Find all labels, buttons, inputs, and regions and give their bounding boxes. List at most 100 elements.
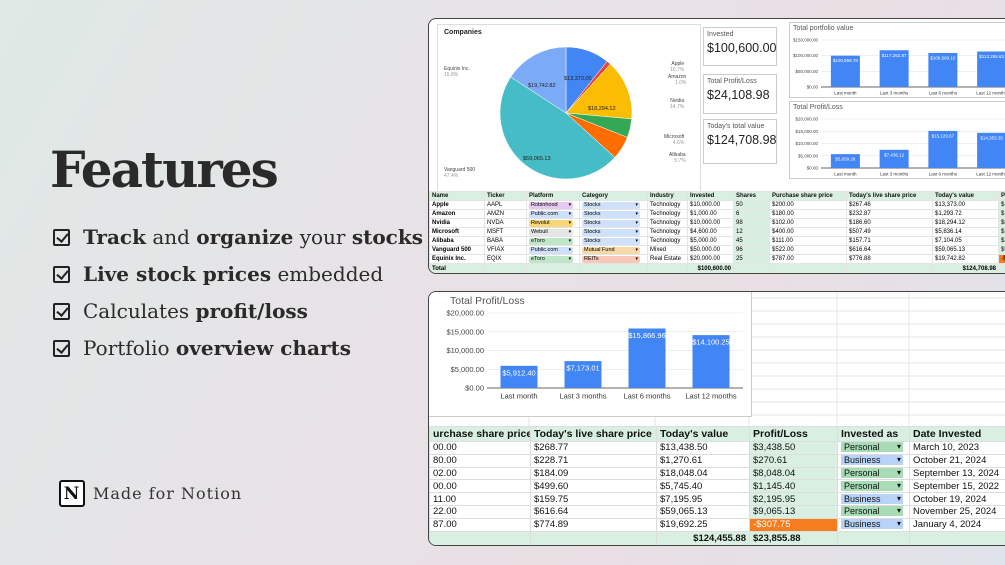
table-cell[interactable]: BABA — [484, 236, 527, 246]
invested-as-select[interactable]: Personal — [841, 442, 903, 453]
table-cell[interactable]: Stocks — [579, 227, 648, 237]
table-cell[interactable]: 11.00 — [429, 492, 531, 506]
table-cell[interactable]: 25 — [733, 254, 770, 264]
platform-select[interactable]: Public.com — [529, 247, 574, 254]
column-header[interactable]: Today's live share price — [846, 191, 933, 201]
table-cell[interactable]: 50 — [733, 200, 770, 210]
table-cell[interactable]: Personal — [837, 466, 910, 481]
platform-select[interactable]: Webull — [529, 229, 574, 236]
table-cell[interactable]: Vanguard 500 — [429, 245, 485, 255]
table-cell[interactable]: $774.89 — [530, 517, 657, 532]
table-cell[interactable]: Apple — [429, 200, 485, 210]
platform-select[interactable]: eToro — [529, 256, 574, 263]
column-header[interactable]: Name — [429, 191, 485, 201]
table-cell[interactable]: Nvidia — [429, 218, 485, 228]
table-cell[interactable]: Technology — [647, 209, 688, 219]
table-cell[interactable]: $ — [998, 209, 1005, 219]
table-cell[interactable]: $10,000.00 — [687, 218, 734, 228]
invested-as-select[interactable]: Personal — [841, 506, 903, 517]
platform-select[interactable]: Revolut — [529, 220, 574, 227]
table-cell[interactable]: $7,195.95 — [656, 492, 750, 506]
table-cell[interactable]: Webull — [526, 227, 580, 237]
table-cell[interactable]: Stocks — [579, 218, 648, 228]
table-cell[interactable]: Business — [837, 517, 910, 532]
table-cell[interactable]: $20,000.00 — [687, 254, 734, 264]
invested-as-select[interactable]: Personal — [841, 480, 903, 491]
table-cell[interactable]: $232.87 — [846, 209, 933, 219]
table-cell[interactable]: eToro — [526, 236, 580, 246]
table-cell[interactable]: $10,000.00 — [687, 200, 734, 210]
category-select[interactable]: Stocks — [582, 202, 640, 209]
table-cell[interactable]: $102.00 — [769, 218, 847, 228]
table-cell[interactable]: AMZN — [484, 209, 527, 219]
table-cell[interactable]: 00.00 — [429, 479, 531, 494]
table-cell[interactable]: Mixed — [647, 245, 688, 255]
category-select[interactable]: Stocks — [582, 229, 640, 236]
column-header[interactable]: Today's live share price — [530, 426, 657, 442]
table-cell[interactable]: Public.com — [526, 245, 580, 255]
table-cell[interactable]: November 25, 2024 — [909, 504, 1005, 519]
table-cell[interactable]: Real Estate — [647, 254, 688, 264]
platform-select[interactable]: eToro — [529, 238, 574, 245]
table-cell[interactable]: 02.00 — [429, 466, 531, 481]
table-cell[interactable]: Equinix Inc. — [429, 254, 485, 264]
table-cell[interactable]: March 10, 2023 — [909, 441, 1005, 455]
column-header[interactable]: Invested as — [837, 426, 910, 442]
column-header[interactable]: Category — [579, 191, 648, 201]
table-cell[interactable]: September 15, 2022 — [909, 479, 1005, 494]
table-cell[interactable]: 98 — [733, 218, 770, 228]
table-cell[interactable]: $2,195.95 — [749, 492, 838, 506]
table-cell[interactable]: Alibaba — [429, 236, 485, 246]
table-cell[interactable]: $1,293.72 — [932, 209, 999, 219]
table-cell[interactable]: Technology — [647, 227, 688, 237]
table-cell[interactable]: $9 — [998, 245, 1005, 255]
table-cell[interactable]: -$307.75 — [749, 517, 838, 532]
category-select[interactable]: Mutual Fund — [582, 247, 640, 254]
column-header[interactable]: Industry — [647, 191, 688, 201]
table-cell[interactable]: $4,600.00 — [687, 227, 734, 237]
table-cell[interactable]: October 21, 2024 — [909, 453, 1005, 468]
table-cell[interactable]: $270.61 — [749, 453, 838, 468]
table-cell[interactable]: Personal — [837, 441, 910, 455]
table-cell[interactable]: EQIX — [484, 254, 527, 264]
table-cell[interactable]: Business — [837, 453, 910, 468]
table-cell[interactable]: $5,836.14 — [932, 227, 999, 237]
column-header[interactable]: Shares — [733, 191, 770, 201]
table-cell[interactable]: $8 — [998, 218, 1005, 228]
table-cell[interactable]: Robinhood — [526, 200, 580, 210]
category-select[interactable]: Stocks — [582, 220, 640, 227]
table-cell[interactable]: $499.60 — [530, 479, 657, 494]
category-select[interactable]: Stocks — [582, 238, 640, 245]
table-cell[interactable]: 96 — [733, 245, 770, 255]
table-cell[interactable]: NVDA — [484, 218, 527, 228]
table-cell[interactable]: AAPL — [484, 200, 527, 210]
table-cell[interactable]: Microsoft — [429, 227, 485, 237]
table-cell[interactable]: $8,048.04 — [749, 466, 838, 481]
invested-as-select[interactable]: Business — [841, 493, 903, 504]
platform-select[interactable]: Public.com — [529, 211, 574, 218]
table-cell[interactable]: $157.71 — [846, 236, 933, 246]
table-cell[interactable]: $180.00 — [769, 209, 847, 219]
table-cell[interactable]: $522.00 — [769, 245, 847, 255]
table-cell[interactable]: $184.09 — [530, 466, 657, 481]
table-cell[interactable]: Public.com — [526, 209, 580, 219]
table-cell[interactable]: 45 — [733, 236, 770, 246]
column-header[interactable]: Date Invested — [909, 426, 1005, 442]
table-cell[interactable]: $13,438.50 — [656, 441, 750, 455]
table-cell[interactable]: Personal — [837, 479, 910, 494]
table-cell[interactable]: $267.46 — [846, 200, 933, 210]
table-cell[interactable]: $616.64 — [846, 245, 933, 255]
table-cell[interactable]: $400.00 — [769, 227, 847, 237]
table-cell[interactable]: $19,692.25 — [656, 517, 750, 532]
table-cell[interactable]: January 4, 2024 — [909, 517, 1005, 532]
table-cell[interactable]: $1,145.40 — [749, 479, 838, 494]
